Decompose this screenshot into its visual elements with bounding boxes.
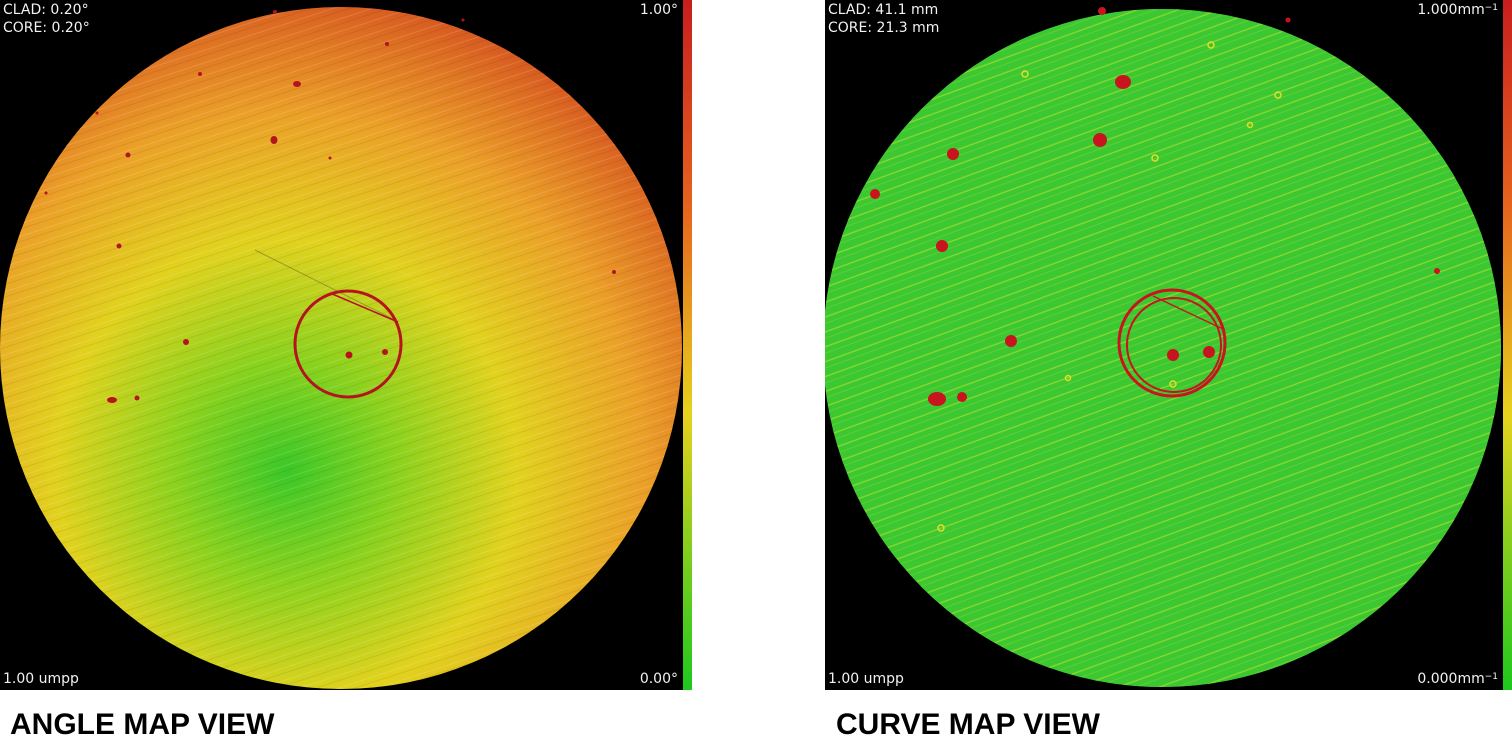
clad-readout: CLAD: 41.1 mm bbox=[828, 2, 939, 18]
scale-min-label: 0.000mm−1 bbox=[1417, 671, 1498, 687]
curve-map-caption: CURVE MAP VIEW bbox=[836, 708, 1100, 741]
minor-defects bbox=[937, 41, 1282, 532]
core-readout: CORE: 21.3 mm bbox=[828, 20, 940, 36]
defect-spots bbox=[870, 7, 1440, 406]
curve-map-panel: CLAD: 41.1 mm CORE: 21.3 mm 1.000mm−1 1.… bbox=[825, 0, 1512, 690]
angle-map-image bbox=[0, 7, 682, 689]
angle-color-scale-bar bbox=[683, 0, 692, 690]
clad-readout: CLAD: 0.20° bbox=[3, 2, 89, 18]
resolution-label: 1.00 umpp bbox=[828, 671, 904, 687]
defect-spots bbox=[44, 10, 616, 403]
scale-max-label: 1.000mm−1 bbox=[1417, 2, 1498, 18]
curve-color-scale-bar bbox=[1503, 0, 1512, 690]
angle-map-panel: CLAD: 0.20° CORE: 0.20° 1.00° 1.00 umpp … bbox=[0, 0, 692, 690]
angle-map-caption: ANGLE MAP VIEW bbox=[10, 708, 275, 741]
curve-map-image bbox=[825, 7, 1501, 687]
scale-max-label: 1.00° bbox=[639, 2, 678, 18]
resolution-label: 1.00 umpp bbox=[3, 671, 79, 687]
scale-min-label: 0.00° bbox=[639, 671, 678, 687]
core-readout: CORE: 0.20° bbox=[3, 20, 90, 36]
core-ring bbox=[293, 289, 403, 399]
core-ring bbox=[1117, 288, 1227, 398]
